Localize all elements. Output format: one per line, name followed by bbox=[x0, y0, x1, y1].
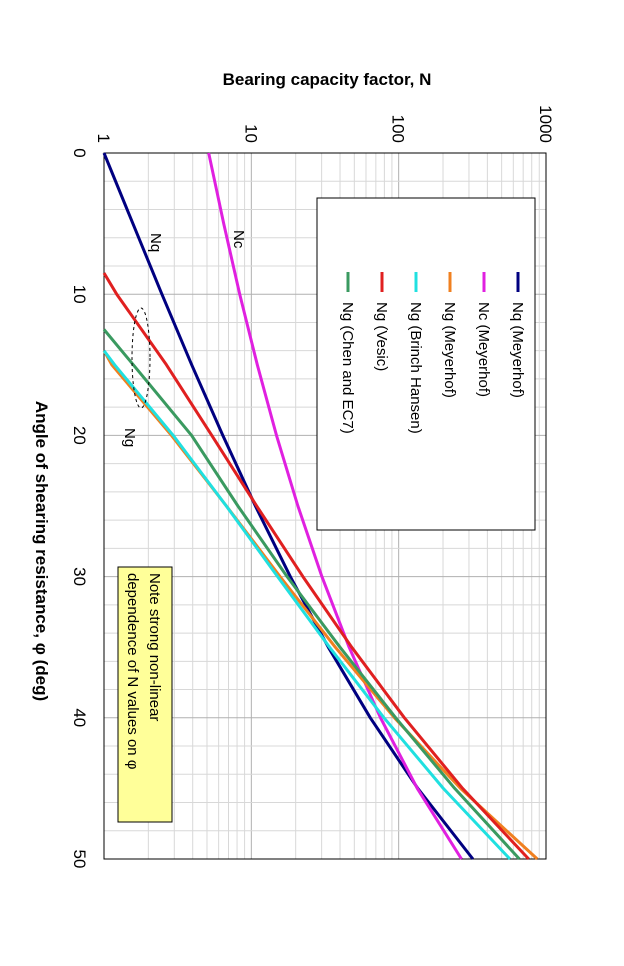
legend-box bbox=[316, 197, 536, 531]
series-line-2 bbox=[102, 349, 539, 861]
y-tick-label: 100 bbox=[389, 115, 408, 143]
x-tick-label: 50 bbox=[70, 850, 89, 869]
legend-label: Nq (Meyerhof) bbox=[509, 302, 526, 398]
curve-label-ng: Ng bbox=[121, 428, 138, 447]
legend-label: Ng (Meyerhof) bbox=[441, 302, 458, 398]
curve-label-nq: Nq bbox=[147, 233, 164, 252]
axis-ticks: 1 10 100 1000 0 10 20 30 40 50 bbox=[70, 105, 555, 868]
legend: Nq (Meyerhof) Nc (Meyerhof) Ng (Meyerhof) N… bbox=[316, 197, 536, 531]
curve-label-nc: Nc bbox=[230, 230, 247, 249]
x-axis-title: Angle of shearing resistance, φ (deg) bbox=[32, 401, 51, 701]
legend-label: Ng (Brinch Hansen) bbox=[407, 302, 424, 434]
series-line-5 bbox=[102, 328, 521, 861]
series-lines bbox=[102, 152, 539, 861]
x-tick-label: 30 bbox=[70, 567, 89, 586]
x-tick-label: 20 bbox=[70, 426, 89, 445]
series-line-1 bbox=[207, 152, 463, 860]
plot-area-border bbox=[103, 152, 547, 860]
series-line-4 bbox=[102, 272, 530, 861]
y-tick-label: 1 bbox=[94, 134, 113, 143]
note-line-2: dependence of N values on φ bbox=[124, 573, 141, 770]
legend-label: Ng (Chen and EC7) bbox=[339, 302, 356, 434]
ng-group-ellipse bbox=[131, 307, 151, 409]
legend-label: Ng (Vesic) bbox=[373, 302, 390, 371]
y-tick-label: 1000 bbox=[536, 105, 555, 143]
note-box: Note strong non-linear dependence of N v… bbox=[117, 566, 173, 823]
y-tick-label: 10 bbox=[241, 124, 260, 143]
note-background bbox=[117, 566, 173, 823]
y-axis-title: Bearing capacity factor, N bbox=[223, 70, 432, 89]
legend-label: Nc (Meyerhof) bbox=[475, 302, 492, 397]
x-tick-label: 40 bbox=[70, 708, 89, 727]
note-line-1: Note strong non-linear bbox=[146, 573, 163, 721]
x-tick-label: 0 bbox=[70, 148, 89, 157]
x-tick-label: 10 bbox=[70, 285, 89, 304]
note-text: Note strong non-linear dependence of N v… bbox=[124, 573, 163, 770]
